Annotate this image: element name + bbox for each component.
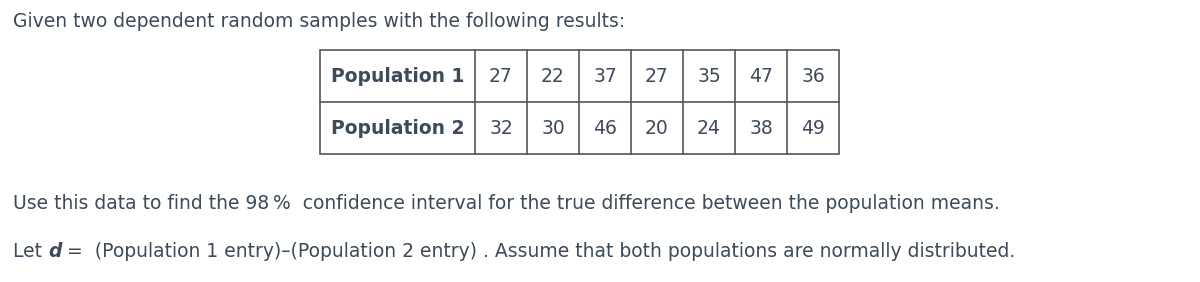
Text: 35: 35 — [697, 67, 721, 85]
Text: Given two dependent random samples with the following results:: Given two dependent random samples with … — [13, 12, 625, 31]
Text: Population 1: Population 1 — [331, 67, 464, 85]
Text: 30: 30 — [541, 118, 565, 138]
Text: 36: 36 — [802, 67, 824, 85]
Text: d: d — [48, 242, 61, 261]
Text: 38: 38 — [749, 118, 773, 138]
Bar — [320, 50, 839, 154]
Text: 22: 22 — [541, 67, 565, 85]
Text: 24: 24 — [697, 118, 721, 138]
Text: 27: 27 — [490, 67, 512, 85]
Text: 47: 47 — [749, 67, 773, 85]
Text: 20: 20 — [646, 118, 668, 138]
Text: Population 2: Population 2 — [331, 118, 464, 138]
Text: 37: 37 — [593, 67, 617, 85]
Text: 49: 49 — [802, 118, 824, 138]
Text: Use this data to find the 98 %  confidence interval for the true difference betw: Use this data to find the 98 % confidenc… — [13, 194, 1000, 213]
Text: 46: 46 — [593, 118, 617, 138]
Text: 32: 32 — [490, 118, 512, 138]
Text: =  (Population 1 entry)–(Population 2 entry) . Assume that both populations are : = (Population 1 entry)–(Population 2 ent… — [61, 242, 1015, 261]
Text: 27: 27 — [646, 67, 668, 85]
Text: Let: Let — [13, 242, 48, 261]
